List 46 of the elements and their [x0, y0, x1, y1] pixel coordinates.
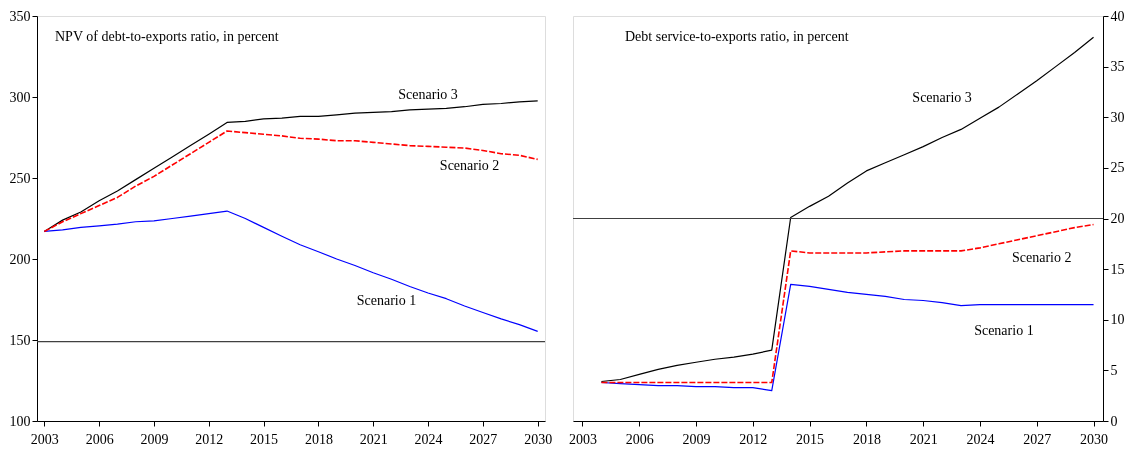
series-label: Scenario 2 [1012, 249, 1072, 265]
y-tick-label: 350 [9, 8, 31, 24]
x-tick-label: 2024 [966, 431, 995, 447]
x-tick-label: 2012 [739, 431, 768, 447]
x-tick-label: 2021 [359, 431, 388, 447]
x-tick-label: 2009 [140, 431, 169, 447]
y-tick-label: 200 [9, 251, 31, 267]
y-tick-label: 40 [1110, 8, 1125, 24]
x-tick-label: 2027 [469, 431, 498, 447]
x-tick-label: 2018 [852, 431, 881, 447]
x-tick-label: 2006 [85, 431, 114, 447]
y-tick-label: 20 [1110, 211, 1125, 226]
line-series [43, 210, 539, 333]
x-tick-label: 2027 [1023, 431, 1052, 447]
line-series [43, 130, 539, 233]
line-series [600, 223, 1095, 384]
y-tick-label: 15 [1110, 261, 1125, 277]
x-tick-label: 2009 [682, 431, 711, 447]
y-tick-label: 250 [9, 170, 31, 186]
series-label: Scenario 1 [974, 322, 1034, 338]
x-tick-label: 2021 [909, 431, 938, 447]
x-tick-label: 2003 [568, 431, 597, 447]
x-tick-label: 2012 [195, 431, 224, 447]
y-tick-label: 25 [1110, 160, 1125, 176]
x-tick-label: 2015 [250, 431, 279, 447]
y-tick-label: 10 [1110, 312, 1125, 328]
series-label: Scenario 3 [912, 89, 972, 105]
x-tick-label: 2003 [30, 431, 59, 447]
x-tick-label: 2024 [414, 431, 443, 447]
y-tick-label: 30 [1110, 109, 1125, 125]
y-tick-label: 150 [9, 332, 31, 348]
x-tick-label: 2018 [304, 431, 333, 447]
text: Debt service-to-exports ratio, in percent [625, 29, 849, 44]
y-tick-label: 300 [9, 89, 31, 105]
series-label: Scenario 3 [398, 87, 458, 103]
y-tick-label: 5 [1110, 362, 1118, 378]
y-tick-label: 35 [1110, 59, 1125, 75]
series-label: Scenario 1 [356, 293, 417, 309]
series-label: Scenario 2 [439, 158, 500, 174]
x-tick-label: 2006 [625, 431, 654, 447]
x-tick-label: 2015 [796, 431, 825, 447]
y-tick-label: 100 [9, 413, 31, 429]
x-tick-label: 2030 [1080, 431, 1109, 447]
x-tick-label: 2030 [524, 431, 553, 447]
y-tick-label: 0 [1110, 413, 1118, 429]
text: NPV of debt-to-exports ratio, in percent [55, 29, 279, 44]
